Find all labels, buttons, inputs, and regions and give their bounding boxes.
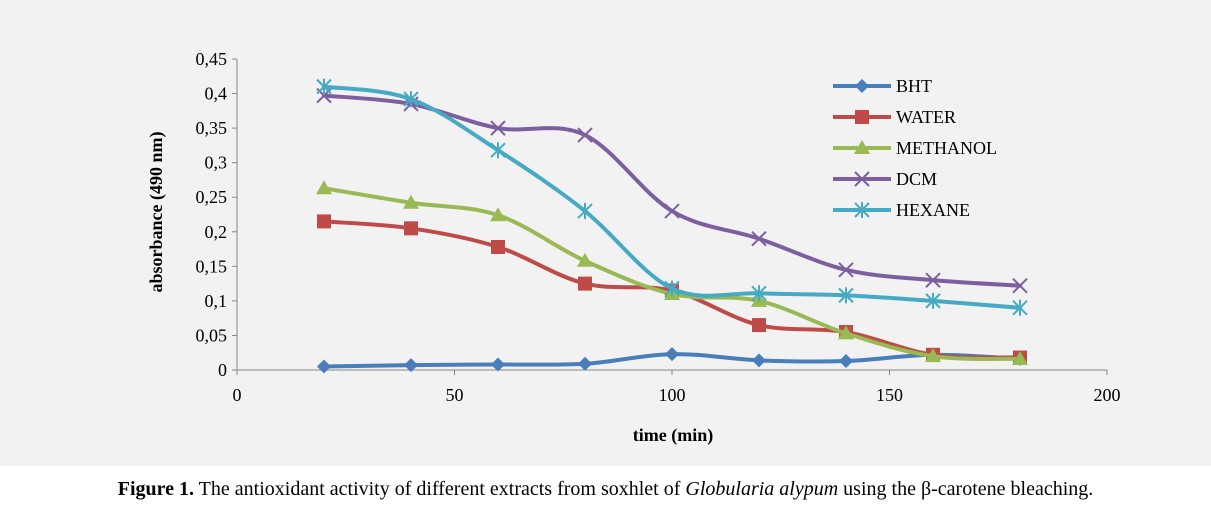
data-point-methanol [316,180,332,195]
data-point-methanol [1012,350,1028,365]
legend-label-methanol: METHANOL [896,138,997,158]
x-tick-label: 50 [446,385,464,405]
data-point-methanol [838,325,854,340]
chart-panel: 0 0,05 0,1 0,15 0,2 0,25 0,3 0,35 0,4 0,45 0 50 100 1… [0,0,1211,466]
y-tick-label: 0,15 [196,256,228,276]
data-point-bht [404,358,418,373]
legend-item-dcm: DCM [833,169,937,189]
x-tick-label: 200 [1094,385,1121,405]
data-point-hexane [403,91,419,108]
y-tick-label: 0,3 [205,153,228,173]
caption-species: Globularia alypum [685,478,839,500]
data-point-dcm [490,120,506,136]
data-point-water [317,214,331,229]
data-point-bht [839,354,853,369]
data-point-dcm [577,127,593,143]
legend-item-bht: BHT [833,76,932,96]
line-chart: 0 0,05 0,1 0,15 0,2 0,25 0,3 0,35 0,4 0,45 0 50 100 1… [146,49,1121,446]
y-tick-label: 0,2 [205,222,228,242]
series-layer [316,78,1028,374]
legend-item-hexane: HEXANE [833,200,970,220]
data-point-bht [317,359,331,374]
y-tick-label: 0,35 [196,118,228,138]
y-tick-label: 0,05 [196,325,228,345]
data-point-dcm [664,203,680,219]
data-point-hexane [490,142,506,159]
data-point-hexane [1012,299,1028,316]
data-point-hexane [664,280,680,297]
data-point-dcm [925,272,941,288]
data-point-dcm [838,262,854,278]
data-point-methanol [403,194,419,209]
data-point-bht [491,357,505,372]
legend-item-methanol: METHANOL [833,138,997,158]
data-point-methanol [577,252,593,267]
y-tick-label: 0,1 [205,291,228,311]
data-point-methanol [925,348,941,363]
axes: 0 0,05 0,1 0,15 0,2 0,25 0,3 0,35 0,4 0,45 0 50 100 1… [196,49,1121,405]
legend-marker-water [855,110,869,124]
data-point-water [404,221,418,236]
caption-label: Figure 1. [117,478,195,500]
y-axis-title: absorbance (490 nm) [146,131,167,292]
data-point-hexane [751,285,767,302]
legend: BHT WATER METHANOL DCM HEXANE [833,76,997,220]
caption-text-start: The antioxidant activity of different ex… [194,478,686,500]
data-point-hexane [838,287,854,304]
data-point-dcm [751,230,767,247]
data-point-bht [665,347,679,362]
y-tick-label: 0,4 [205,84,228,104]
data-point-bht [578,356,592,371]
legend-item-water: WATER [833,107,956,127]
figure-caption: Figure 1. The antioxidant activity of di… [0,478,1211,501]
caption-text-end: using the β-carotene bleaching. [838,478,1094,500]
series-hexane [316,78,1028,316]
x-tick-label: 0 [233,385,242,405]
legend-marker-hexane [854,202,870,218]
y-tick-label: 0 [218,360,227,380]
legend-label-hexane: HEXANE [896,200,970,220]
legend-label-bht: BHT [896,76,932,96]
legend-marker-dcm [854,171,870,187]
legend-label-dcm: DCM [896,169,937,189]
series-line-hexane [322,84,1022,310]
y-tick-label: 0,25 [196,187,228,207]
legend-marker-methanol [854,140,870,154]
data-point-methanol [490,207,506,222]
x-axis-title: time (min) [633,425,713,446]
legend-label-water: WATER [896,107,956,127]
data-point-hexane [925,292,941,309]
y-tick-label: 0,45 [196,49,228,69]
x-tick-label: 100 [659,385,686,405]
data-point-hexane [316,78,332,95]
data-point-water [491,239,505,254]
data-point-water [752,318,766,333]
data-point-dcm [1012,277,1028,294]
data-point-water [578,276,592,291]
data-point-hexane [577,203,593,220]
legend-marker-bht [855,79,869,93]
x-tick-label: 150 [876,385,903,405]
data-point-bht [752,353,766,368]
